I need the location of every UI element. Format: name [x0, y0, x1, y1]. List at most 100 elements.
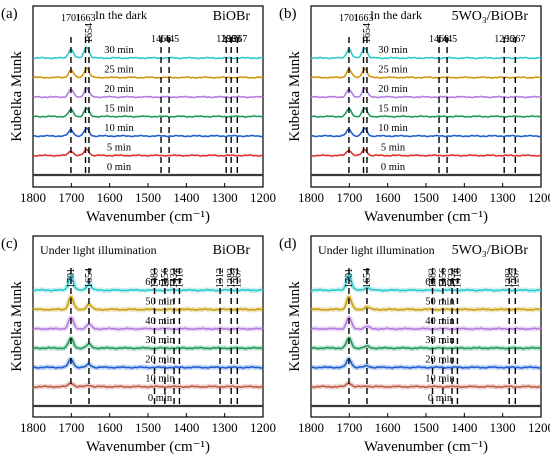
- spectrum-line: [32, 295, 264, 311]
- spectrum-line: [32, 148, 263, 157]
- x-tick-label: 1800: [20, 190, 46, 205]
- series-label: 60 min: [425, 277, 455, 288]
- peak-label: 1466: [429, 34, 449, 45]
- x-axis-label: Wavenumber (cm⁻¹): [364, 209, 488, 225]
- y-axis-label: Kubelka Munk: [287, 281, 303, 372]
- panel-label: (b): [279, 6, 297, 22]
- x-axis-label: Wavenumber (cm⁻¹): [86, 209, 210, 225]
- spectrum-line: [310, 87, 542, 99]
- series-label: 5 min: [107, 143, 132, 154]
- series-label: 60 min: [145, 277, 175, 288]
- series-label: 5 min: [381, 143, 406, 154]
- x-tick-label: 1700: [58, 420, 84, 435]
- peak-label: 1663: [76, 13, 96, 24]
- condition-label: In the dark: [95, 8, 147, 22]
- peak-label: 1432: [169, 268, 180, 288]
- x-tick-label: 1200: [250, 190, 276, 205]
- series-label: 50 min: [145, 297, 175, 308]
- series-label: 20 min: [425, 354, 455, 365]
- series-label: 40 min: [425, 316, 455, 327]
- peak-label: 1283: [226, 268, 237, 288]
- peak-label: 1296: [494, 34, 514, 45]
- series-label: 10 min: [425, 374, 455, 385]
- peak-label: 1654: [362, 23, 373, 43]
- x-tick-label: 1500: [135, 420, 161, 435]
- peak-label: 1701: [344, 268, 355, 288]
- x-tick-label: 1800: [20, 420, 46, 435]
- peak-label: 1267: [232, 268, 243, 288]
- series-label: 25 min: [104, 65, 134, 76]
- x-tick-label: 1300: [490, 420, 516, 435]
- x-tick-label: 1400: [451, 190, 477, 205]
- series-label: 30 min: [145, 335, 175, 346]
- spectrum-line: [310, 316, 542, 331]
- x-axis-label: Wavenumber (cm⁻¹): [364, 439, 488, 455]
- x-tick-label: 1600: [97, 420, 123, 435]
- panel-1: 1800 1700 1600 1500 1400 1300 1200 Wavenumber (…: [279, 5, 550, 225]
- x-tick-label: 1800: [298, 420, 324, 435]
- series-label: 0 min: [381, 162, 406, 173]
- peak-label: 1296: [216, 34, 236, 45]
- spectrum-line: [32, 87, 264, 99]
- spectrum-line: [32, 107, 264, 118]
- x-tick-label: 1600: [97, 190, 123, 205]
- spectrum-line: [310, 107, 542, 118]
- spectrum-line: [32, 316, 264, 331]
- peak-label: 1483: [428, 268, 439, 288]
- spectrum-line: [32, 127, 264, 138]
- spectrum-line: [310, 295, 542, 311]
- y-axis-label: Kubelka Munk: [9, 51, 25, 142]
- panel-2: 1800 1700 1600 1500 1400 1300 1200 Wavenumber (…: [1, 235, 276, 455]
- spectrum-line: [33, 274, 263, 292]
- peak-label: 1283: [504, 268, 515, 288]
- sample-label: BiOBr: [213, 9, 251, 24]
- x-tick-label: 1500: [413, 420, 439, 435]
- peak-label: 1456: [160, 268, 171, 288]
- series-label: 30 min: [104, 45, 134, 56]
- x-tick-label: 1500: [135, 190, 161, 205]
- peak-label: 1445: [159, 34, 179, 45]
- x-tick-label: 1500: [413, 190, 439, 205]
- spectrum-line: [311, 47, 541, 60]
- sample-label: 5WO₃/BiOBr: [452, 9, 529, 24]
- peak-label: 1267: [505, 34, 525, 45]
- series-label: 10 min: [104, 123, 134, 134]
- x-tick-label: 1700: [336, 420, 362, 435]
- x-tick-label: 1400: [173, 190, 199, 205]
- sample-label: BiOBr: [213, 243, 251, 258]
- peak-label: 1418: [452, 268, 463, 288]
- spectrum-line: [310, 67, 542, 79]
- panel-label: (a): [1, 6, 18, 22]
- x-tick-label: 1600: [375, 190, 401, 205]
- y-axis-label: Kubelka Munk: [287, 51, 303, 142]
- peak-label: 1445: [437, 34, 457, 45]
- peak-label: 1654: [362, 268, 373, 288]
- panel-3: 1800 1700 1600 1500 1400 1300 1200 Wavenumber (…: [279, 235, 550, 455]
- series-label: 10 min: [378, 123, 408, 134]
- peak-label: 1267: [227, 34, 247, 45]
- x-tick-label: 1300: [212, 190, 238, 205]
- series-label: 20 min: [145, 354, 175, 365]
- spectrum-line: [310, 127, 542, 138]
- x-tick-label: 1200: [528, 420, 550, 435]
- series-label: 30 min: [378, 45, 408, 56]
- peak-label: 1701: [61, 13, 81, 24]
- panel-label: (d): [279, 236, 297, 252]
- x-tick-label: 1400: [451, 420, 477, 435]
- peak-label: 1283: [221, 34, 241, 45]
- spectrum-line: [32, 67, 264, 79]
- x-tick-label: 1600: [375, 420, 401, 435]
- series-label: 0 min: [148, 393, 173, 404]
- peak-label: 1456: [438, 268, 449, 288]
- series-label: 15 min: [378, 104, 408, 115]
- x-tick-label: 1800: [298, 190, 324, 205]
- peak-label: 1654: [84, 23, 95, 43]
- condition-label: Under light illumination: [318, 243, 435, 257]
- spectrum-line: [310, 148, 541, 157]
- peak-label: 1701: [339, 13, 359, 24]
- condition-label: Under light illumination: [40, 243, 157, 257]
- spectrum-line: [311, 273, 541, 292]
- sample-label: 5WO₃/BiOBr: [452, 243, 529, 258]
- condition-label: In the dark: [370, 8, 422, 22]
